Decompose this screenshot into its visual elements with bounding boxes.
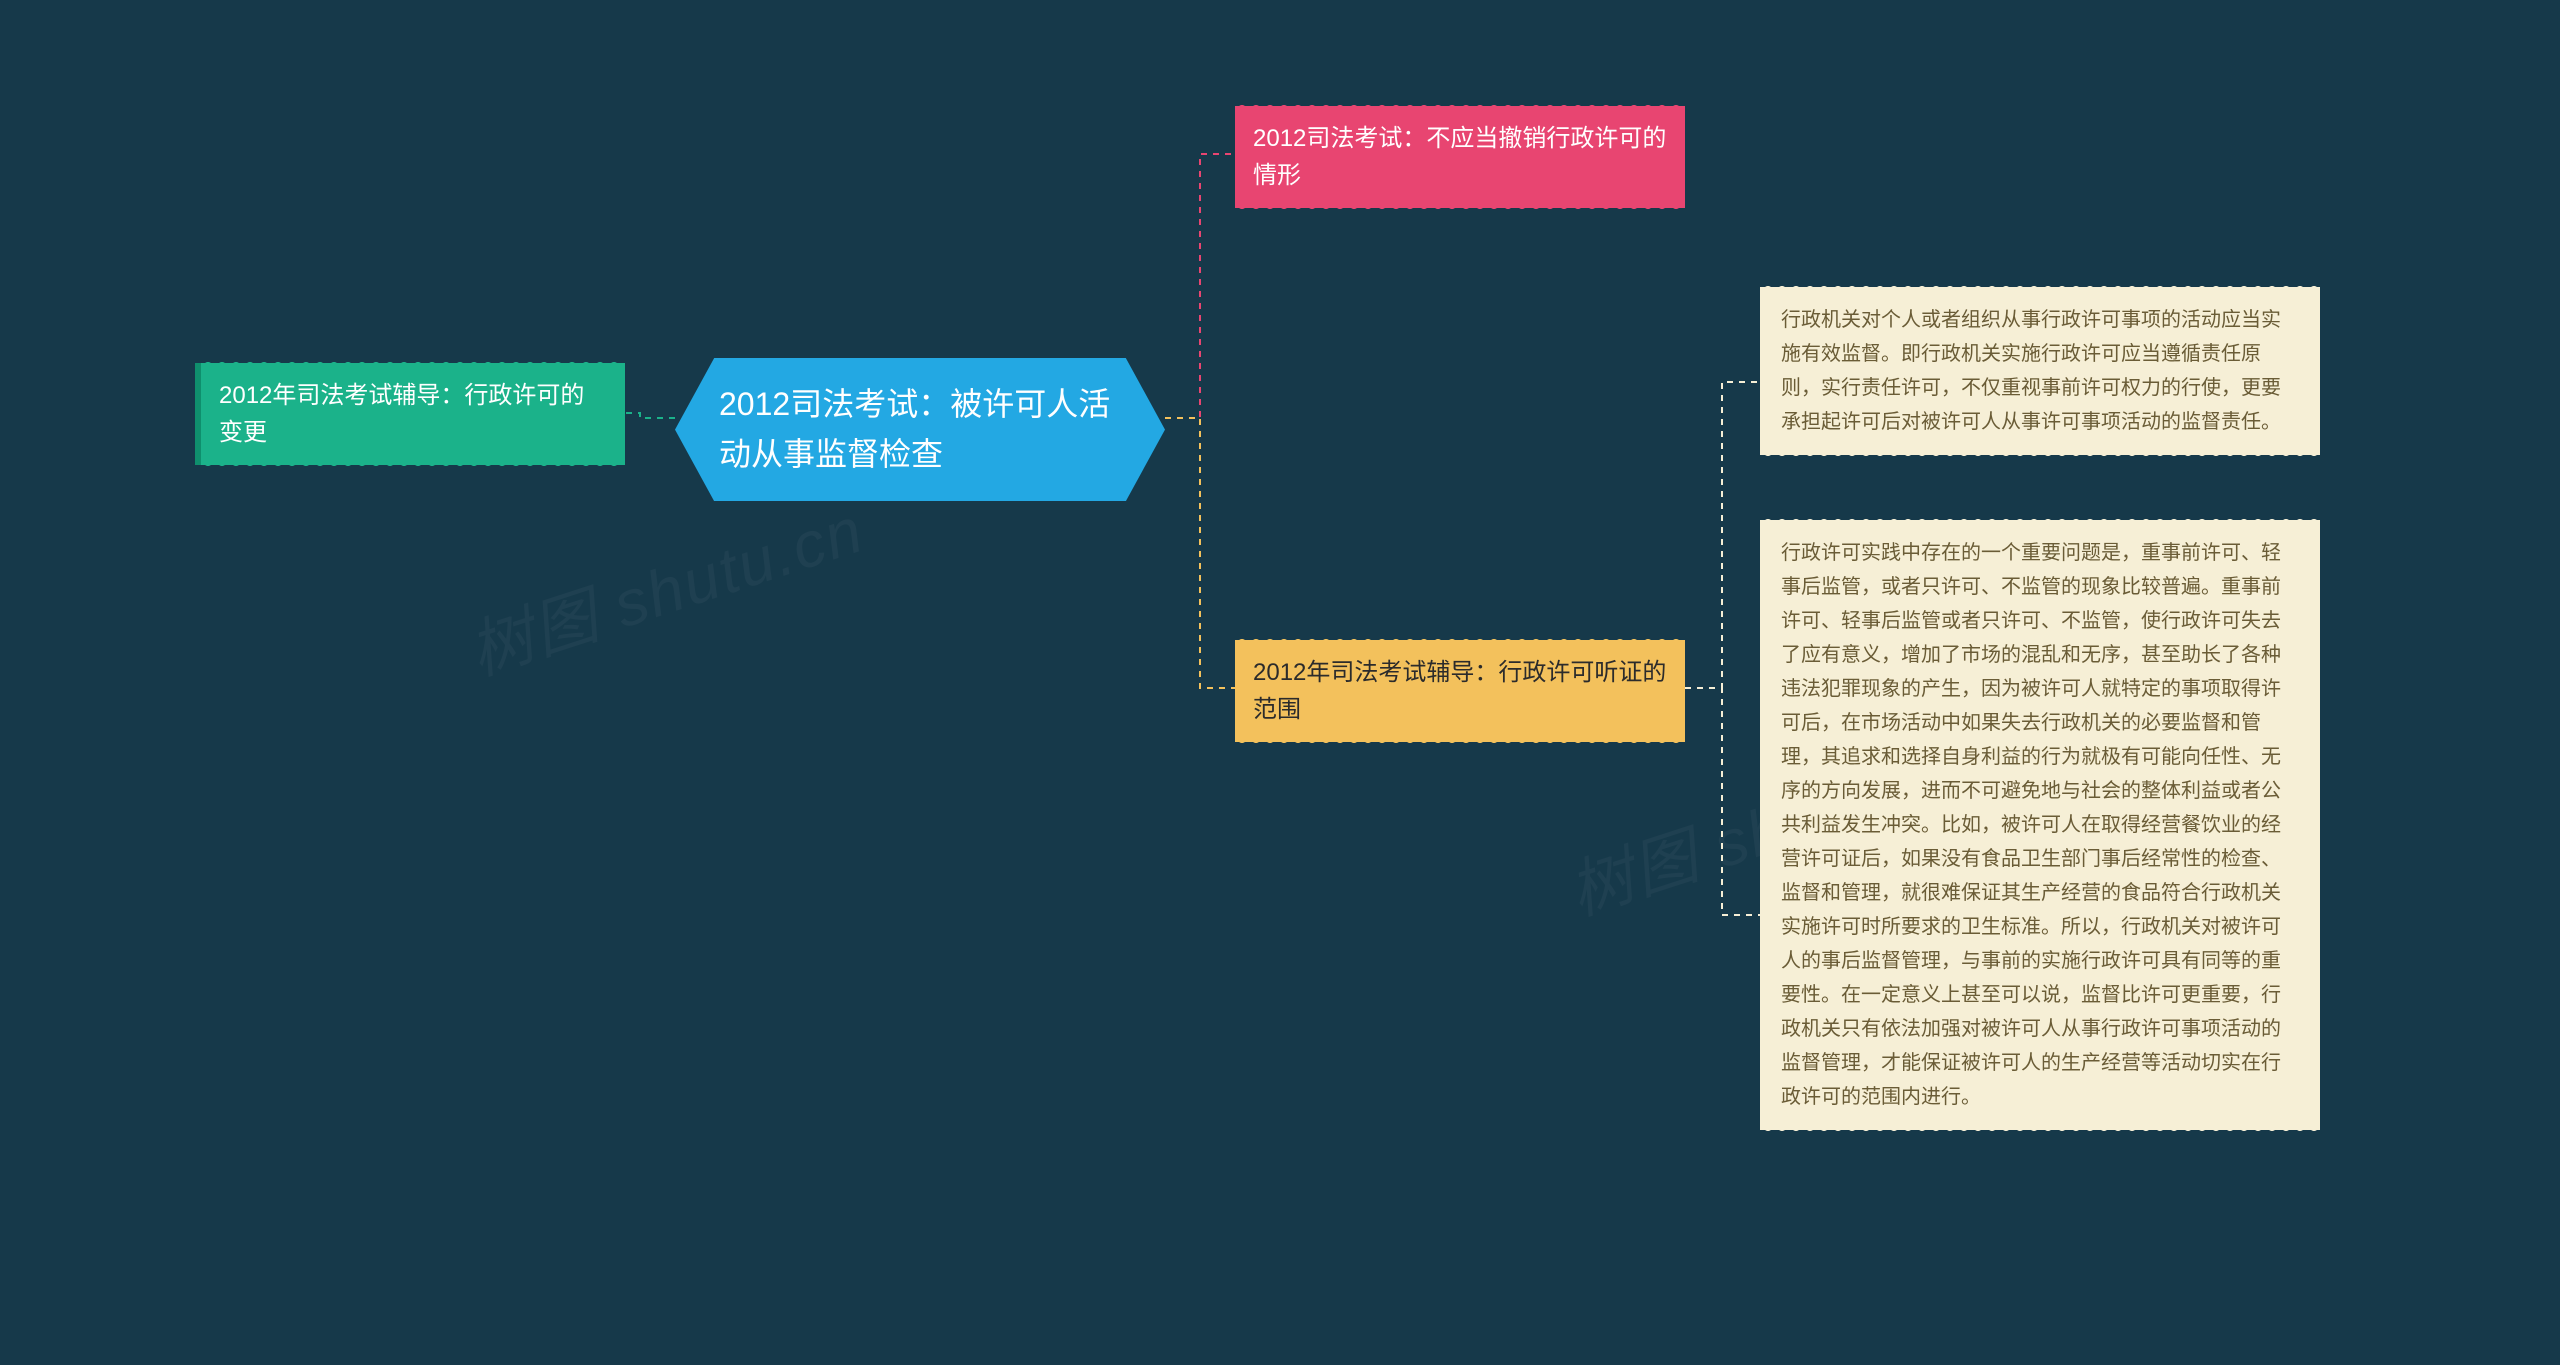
node-pink-text: 2012司法考试：不应当撤销行政许可的情形: [1253, 125, 1666, 189]
connector: [1165, 418, 1235, 688]
node-cream-1[interactable]: 行政机关对个人或者组织从事行政许可事项的活动应当实施有效监督。即行政机关实施行政…: [1760, 287, 2320, 455]
node-yellow-text: 2012年司法考试辅导：行政许可听证的范围: [1253, 659, 1666, 723]
node-yellow[interactable]: 2012年司法考试辅导：行政许可听证的范围: [1235, 640, 1685, 742]
connector: [1165, 154, 1235, 418]
node-center-text: 2012司法考试：被许可人活动从事监督检查: [719, 386, 1110, 472]
node-left-text: 2012年司法考试辅导：行政许可的变更: [219, 382, 584, 446]
connector: [1685, 688, 1760, 915]
node-cream-1-text: 行政机关对个人或者组织从事行政许可事项的活动应当实施有效监督。即行政机关实施行政…: [1781, 309, 2281, 433]
node-left[interactable]: 2012年司法考试辅导：行政许可的变更: [195, 363, 625, 465]
node-cream-2[interactable]: 行政许可实践中存在的一个重要问题是，重事前许可、轻事后监管，或者只许可、不监管的…: [1760, 520, 2320, 1130]
node-pink[interactable]: 2012司法考试：不应当撤销行政许可的情形: [1235, 106, 1685, 208]
watermark-1: 树图 shutu.cn: [456, 479, 874, 693]
node-cream-2-text: 行政许可实践中存在的一个重要问题是，重事前许可、轻事后监管，或者只许可、不监管的…: [1781, 542, 2281, 1108]
connector: [1685, 382, 1760, 688]
connector: [625, 413, 675, 418]
node-center[interactable]: 2012司法考试：被许可人活动从事监督检查: [675, 358, 1165, 501]
